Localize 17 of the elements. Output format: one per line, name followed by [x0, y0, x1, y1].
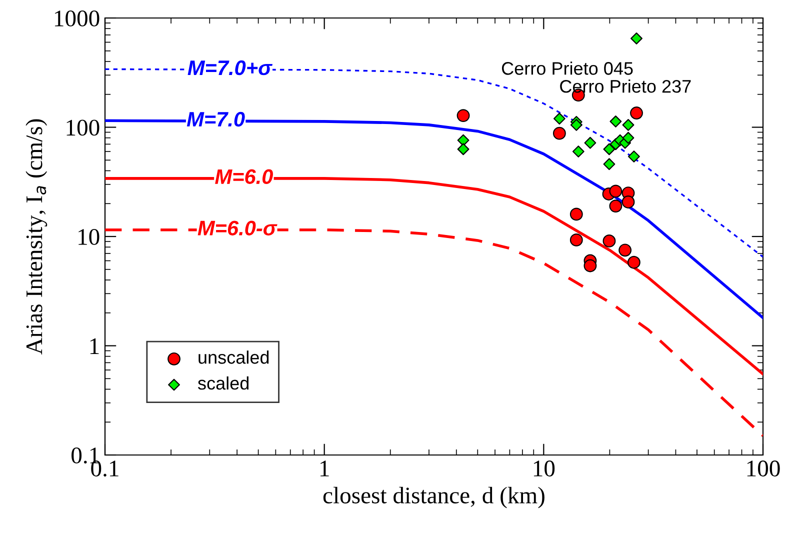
legend-label: scaled — [198, 376, 249, 390]
y-tick-label: 1 — [90, 338, 99, 354]
y-axis-title: Arias Intensity, I$_{a}$ (cm/s) — [26, 119, 48, 355]
series-label: M=6.0 — [215, 169, 273, 184]
legend-label: unscaled — [198, 350, 269, 364]
series-label: M=7.0+σ — [188, 60, 273, 76]
x-tick-label: 1 — [320, 460, 329, 476]
y-tick-label: 10 — [78, 228, 100, 245]
x-tick-label: 10 — [534, 460, 555, 476]
series-label: M=7.0 — [186, 112, 245, 127]
annotation: Cerro Prieto 237 — [560, 80, 691, 93]
x-axis-title: closest distance, d (km) — [323, 486, 544, 508]
series-label: M=6.0-σ — [198, 220, 278, 236]
y-tick-label: 100 — [66, 120, 100, 136]
x-tick-label: 100 — [747, 460, 780, 476]
y-tick-label: 1000 — [54, 10, 100, 26]
annotation: Cerro Prieto 045 — [502, 62, 633, 75]
